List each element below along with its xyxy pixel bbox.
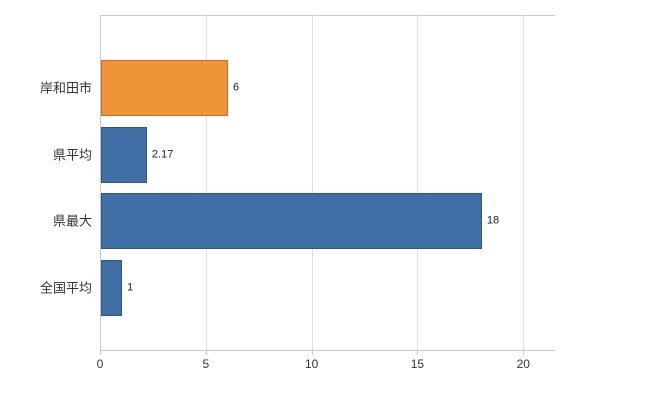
x-tick-mark: [417, 350, 419, 355]
x-tick-mark: [100, 350, 101, 355]
x-tick-label: 15: [410, 357, 425, 371]
gridline: [311, 15, 313, 350]
bar-value-label: 6: [232, 81, 240, 94]
x-axis-line: [100, 350, 555, 351]
category-label: 岸和田市: [39, 80, 92, 96]
category-label: 全国平均: [39, 280, 92, 296]
x-tick-mark: [205, 350, 207, 355]
gridline: [205, 15, 207, 350]
x-tick-label: 20: [516, 357, 530, 371]
bar: [101, 193, 482, 250]
gridline: [417, 15, 419, 350]
bar: [101, 126, 147, 183]
x-tick-label: 5: [202, 357, 210, 371]
category-label: 県最大: [52, 213, 92, 229]
bar-value-label: 2.17: [151, 148, 174, 161]
bar: [101, 60, 228, 117]
gridline: [523, 15, 525, 350]
bar: [101, 259, 123, 316]
x-tick-mark: [311, 350, 313, 355]
x-tick-label: 0: [96, 357, 104, 371]
y-axis-line: [100, 15, 101, 350]
x-tick-label: 10: [304, 357, 319, 371]
bar-value-label: 1: [127, 281, 134, 294]
plot-top-border: [100, 15, 555, 16]
x-tick-mark: [523, 350, 525, 355]
bar-value-label: 18: [486, 214, 500, 227]
category-label: 県平均: [52, 147, 92, 163]
